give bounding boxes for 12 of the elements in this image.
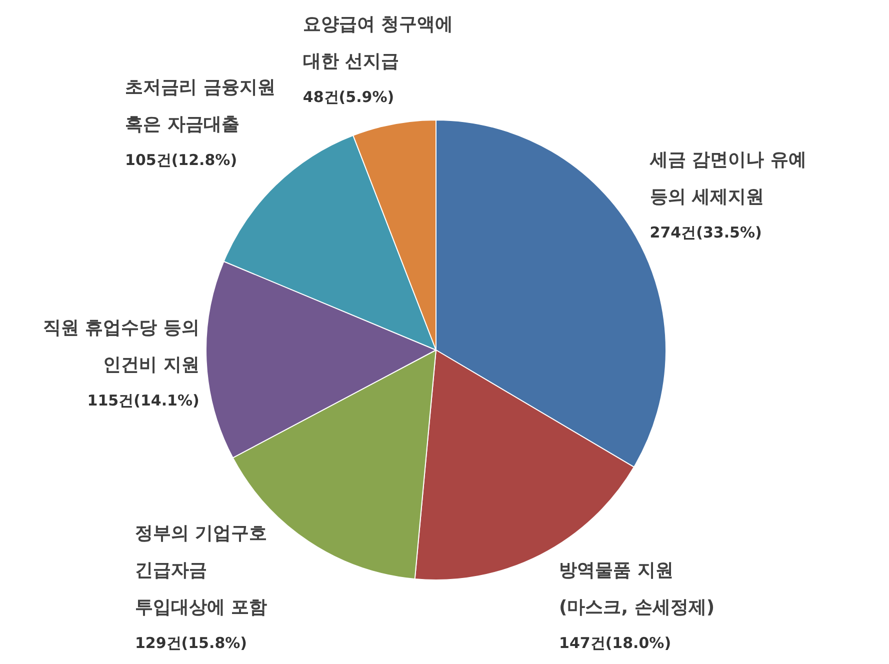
slice-label: 요양급여 청구액에 대한 선지급 [302, 14, 454, 72]
slice-label: 정부의 기업구호 긴급자금 투입대상에 포함 [134, 523, 268, 618]
slice-label: 직원 휴업수당 등의 인건비 지원 [42, 317, 200, 376]
data-label: 129건(15.8%) [134, 634, 248, 652]
slice-label: 초저금리 금융지원 혹은 자금대출 [125, 76, 276, 135]
slice-label: 방역물품 지원 (마스크, 손세정제) [559, 560, 715, 618]
data-label: 48건(5.9%) [302, 88, 394, 106]
slice-label: 세금 감면이나 유예 등의 세제지원 [648, 149, 806, 208]
data-label: 147건(18.0%) [559, 634, 672, 652]
data-label: 105건(12.8%) [125, 150, 238, 169]
data-label: 115건(14.1%) [87, 391, 200, 410]
data-label: 274건(33.5%) [650, 223, 762, 242]
